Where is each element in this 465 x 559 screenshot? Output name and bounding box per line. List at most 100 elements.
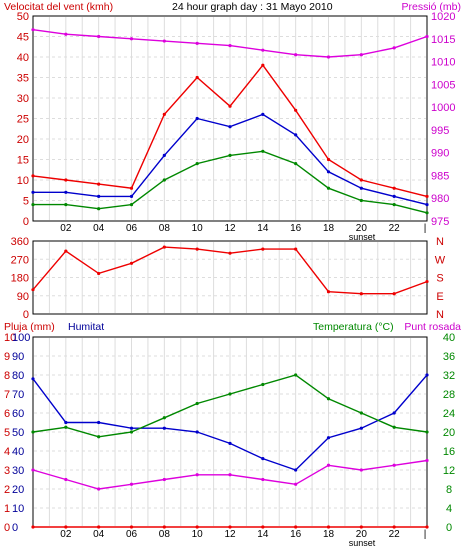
wind-series-line-point — [261, 112, 265, 116]
pressure-line-point — [162, 39, 166, 43]
temperature-y-tick-label: 40 — [443, 332, 455, 344]
wind-x-tick-label: 10 — [192, 223, 204, 234]
humidity-line-point — [129, 426, 134, 430]
direction-line-point — [294, 247, 298, 251]
pressure-y-tick-label: 980 — [431, 193, 449, 205]
pressure-line-point — [129, 37, 134, 41]
humidity-y-tick-label: 90 — [12, 351, 24, 363]
wind-x-tick-label: 12 — [224, 223, 236, 234]
dewpoint-line-point — [359, 468, 363, 472]
temperature-line-point — [31, 430, 35, 434]
wind-series-line-point — [294, 133, 298, 137]
humidity-line-point — [97, 420, 101, 425]
temperature-line-point — [228, 392, 232, 396]
wind-series-line-point — [261, 63, 265, 67]
humidity-y-tick-label: 60 — [12, 408, 24, 420]
temperature-y-tick-label: 4 — [446, 503, 452, 515]
pressure-y-tick-label: 985 — [431, 170, 449, 182]
wind-x-tick-label: 20 — [356, 223, 368, 234]
direction-panel-frame — [32, 240, 428, 315]
wind-series-line-point — [97, 182, 101, 186]
dewpoint-line-point — [64, 477, 68, 482]
dewpoint-line-point — [392, 463, 396, 467]
temperature-y-tick-label: 20 — [443, 427, 455, 439]
sunset-label: sunset — [349, 538, 376, 548]
rain-line-point — [294, 525, 298, 529]
direction-line-point — [64, 249, 68, 253]
pressure-line-point — [31, 28, 35, 32]
direction-line-point — [261, 247, 265, 251]
rain-x-tick-label: | — [424, 529, 427, 540]
pressure-y-tick-label: 1020 — [431, 11, 455, 23]
rain-y-tick-label: 0 — [4, 522, 10, 534]
wind-series-line-point — [294, 108, 298, 112]
temperature-y-tick-label: 16 — [443, 446, 455, 458]
wind-y-tick-label: 25 — [17, 114, 29, 126]
temperature-line-point — [294, 373, 298, 377]
wind-series-line-point — [129, 203, 134, 207]
wind-series-line-point — [425, 203, 429, 207]
rain-x-tick-label: 10 — [192, 529, 204, 540]
wind-series-line-point — [64, 203, 68, 207]
rain-y-tick-label: 9 — [4, 351, 10, 363]
pressure-y-tick-label: 1000 — [431, 102, 455, 114]
humidity-y-tick-label: 10 — [12, 503, 24, 515]
wind-series-line-point — [228, 153, 232, 157]
dewpoint-line-point — [31, 468, 35, 472]
rain-line-point — [359, 525, 363, 529]
direction-line-point — [359, 292, 363, 296]
wind-x-tick-label: 22 — [389, 223, 401, 234]
wind-x-tick-label: 02 — [60, 223, 72, 234]
pressure-line-point — [425, 34, 429, 39]
direction-line-point — [195, 247, 199, 251]
wind-series-line-point — [294, 162, 298, 166]
wind-series-line-point — [425, 211, 429, 215]
pressure-y-tick-label: 975 — [431, 216, 449, 228]
wind-series-line-point — [359, 198, 363, 203]
rain-line-point — [162, 525, 166, 529]
wind-y-tick-label: 20 — [17, 134, 29, 146]
direction-line-point — [162, 245, 166, 249]
temperature-line-point — [162, 416, 166, 420]
rain-line-point — [31, 525, 35, 529]
pressure-y-tick-label: 1005 — [431, 79, 455, 91]
direction-y-tick-label: 270 — [11, 254, 29, 266]
dewpoint-line-point — [261, 477, 265, 482]
rain-x-tick-label: 16 — [290, 529, 302, 540]
rain-line-point — [392, 525, 396, 529]
rain-line-point — [425, 525, 429, 529]
pressure-line-point — [261, 48, 265, 52]
wind-series-line-point — [97, 194, 101, 198]
rain-line-point — [97, 525, 101, 529]
wind-panel-frame — [32, 15, 428, 222]
rain-y-tick-label: 3 — [4, 465, 10, 477]
direction-y-tick-label: 360 — [11, 236, 29, 248]
dewpoint-line-point — [294, 482, 298, 486]
dewpoint-axis-label: Punt rosada — [404, 321, 461, 333]
wind-x-tick-label: 14 — [257, 223, 269, 234]
wind-series-line-point — [392, 186, 396, 190]
compass-label: W — [435, 254, 446, 266]
compass-label: E — [436, 291, 443, 303]
wind-series-line-point — [326, 157, 331, 162]
rain-x-tick-label: 14 — [257, 529, 269, 540]
rain-y-tick-label: 2 — [4, 484, 10, 496]
pressure-line-point — [392, 46, 396, 50]
pressure-line-point — [326, 55, 331, 59]
temperature-y-tick-label: 36 — [443, 351, 455, 363]
humidity-axis-label: Humitat — [68, 321, 104, 333]
wind-y-tick-label: 45 — [17, 32, 29, 44]
wind-x-tick-label: 06 — [126, 223, 138, 234]
direction-line-point — [326, 290, 331, 294]
wind-series-line-point — [31, 203, 35, 207]
wind-x-tick-label: 18 — [323, 223, 335, 234]
compass-label: N — [436, 309, 444, 321]
rain-y-tick-label: 5 — [4, 427, 10, 439]
rain-x-tick-label: 12 — [224, 529, 236, 540]
wind-y-tick-label: 50 — [17, 11, 29, 23]
rain-x-tick-label: 04 — [93, 529, 105, 540]
wind-series-line-point — [228, 125, 232, 129]
rain-line-point — [261, 525, 265, 529]
